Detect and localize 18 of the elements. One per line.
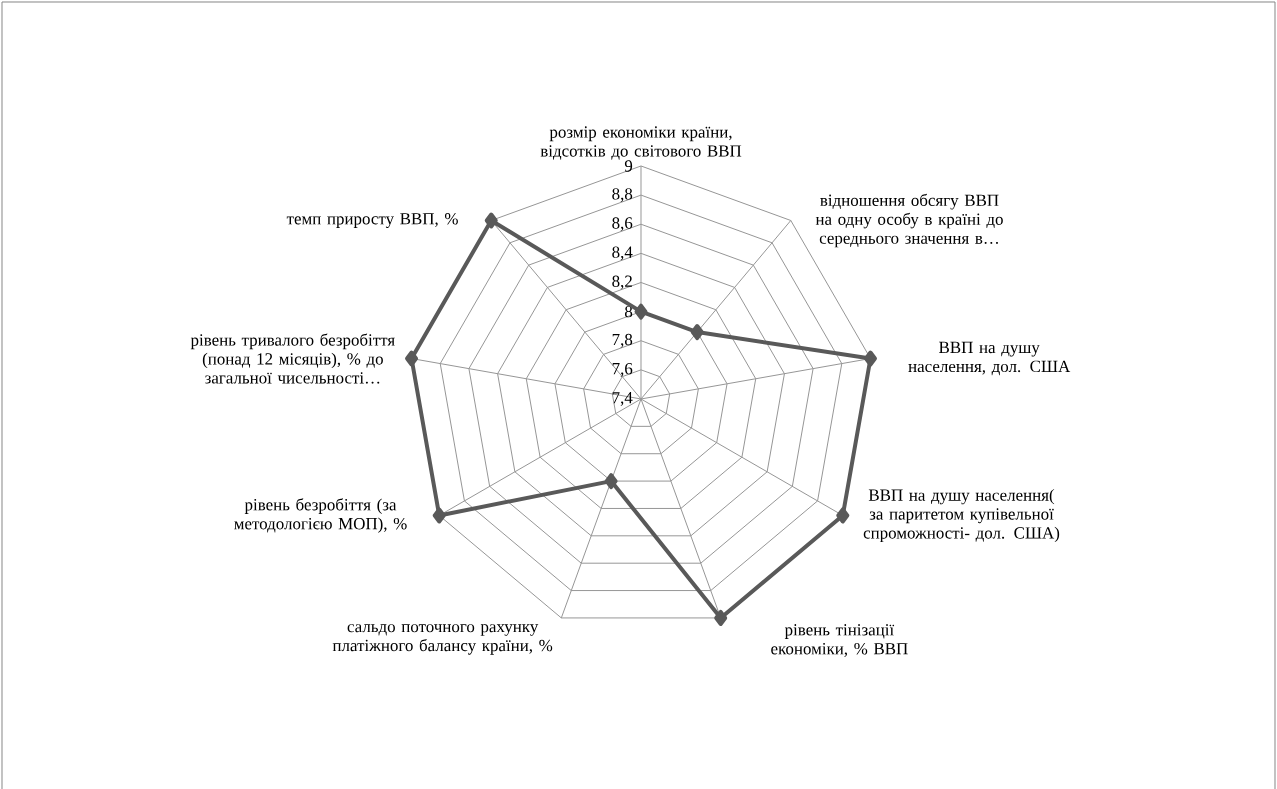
y-tick-label: 8,2 xyxy=(612,275,632,290)
y-tick-label: 7,4 xyxy=(612,392,633,406)
spoke-label: розмір економіки країни, відсотків до світового ВВП xyxy=(540,126,742,160)
y-tick-label: 8,8 xyxy=(612,188,633,203)
spoke-label: сальдо поточного рахунку платіжного балансу країни, % xyxy=(332,624,553,655)
spoke-label: відношення обсягу ВВП на одну особу в країні до середнього значення в… xyxy=(815,193,1003,248)
y-tick-label: 8,4 xyxy=(612,246,633,261)
spoke-label: ВВП на душу населення, дол. США xyxy=(908,341,1071,376)
y-tick-label: 7,6 xyxy=(612,362,633,377)
spoke-label: темп приросту ВВП, % xyxy=(286,213,458,228)
y-tick-label: 7,8 xyxy=(612,333,633,348)
spoke-label: рівень безробіття (за методологією МОП), % xyxy=(234,498,407,533)
y-tick-label: 8 xyxy=(624,305,633,318)
spoke-label: рівень тінізації економіки, % ВВП xyxy=(771,624,908,657)
spoke-label: ВВП на душу населення( за паритетом купівельної спроможності- дол. США) xyxy=(863,488,1060,543)
y-tick-label: 8,6 xyxy=(612,217,633,232)
spoke-label: рівень тривалого безробіття (понад 12 місяців), % до загальної чисельності… xyxy=(190,333,395,384)
y-tick-label: 9 xyxy=(624,160,633,172)
